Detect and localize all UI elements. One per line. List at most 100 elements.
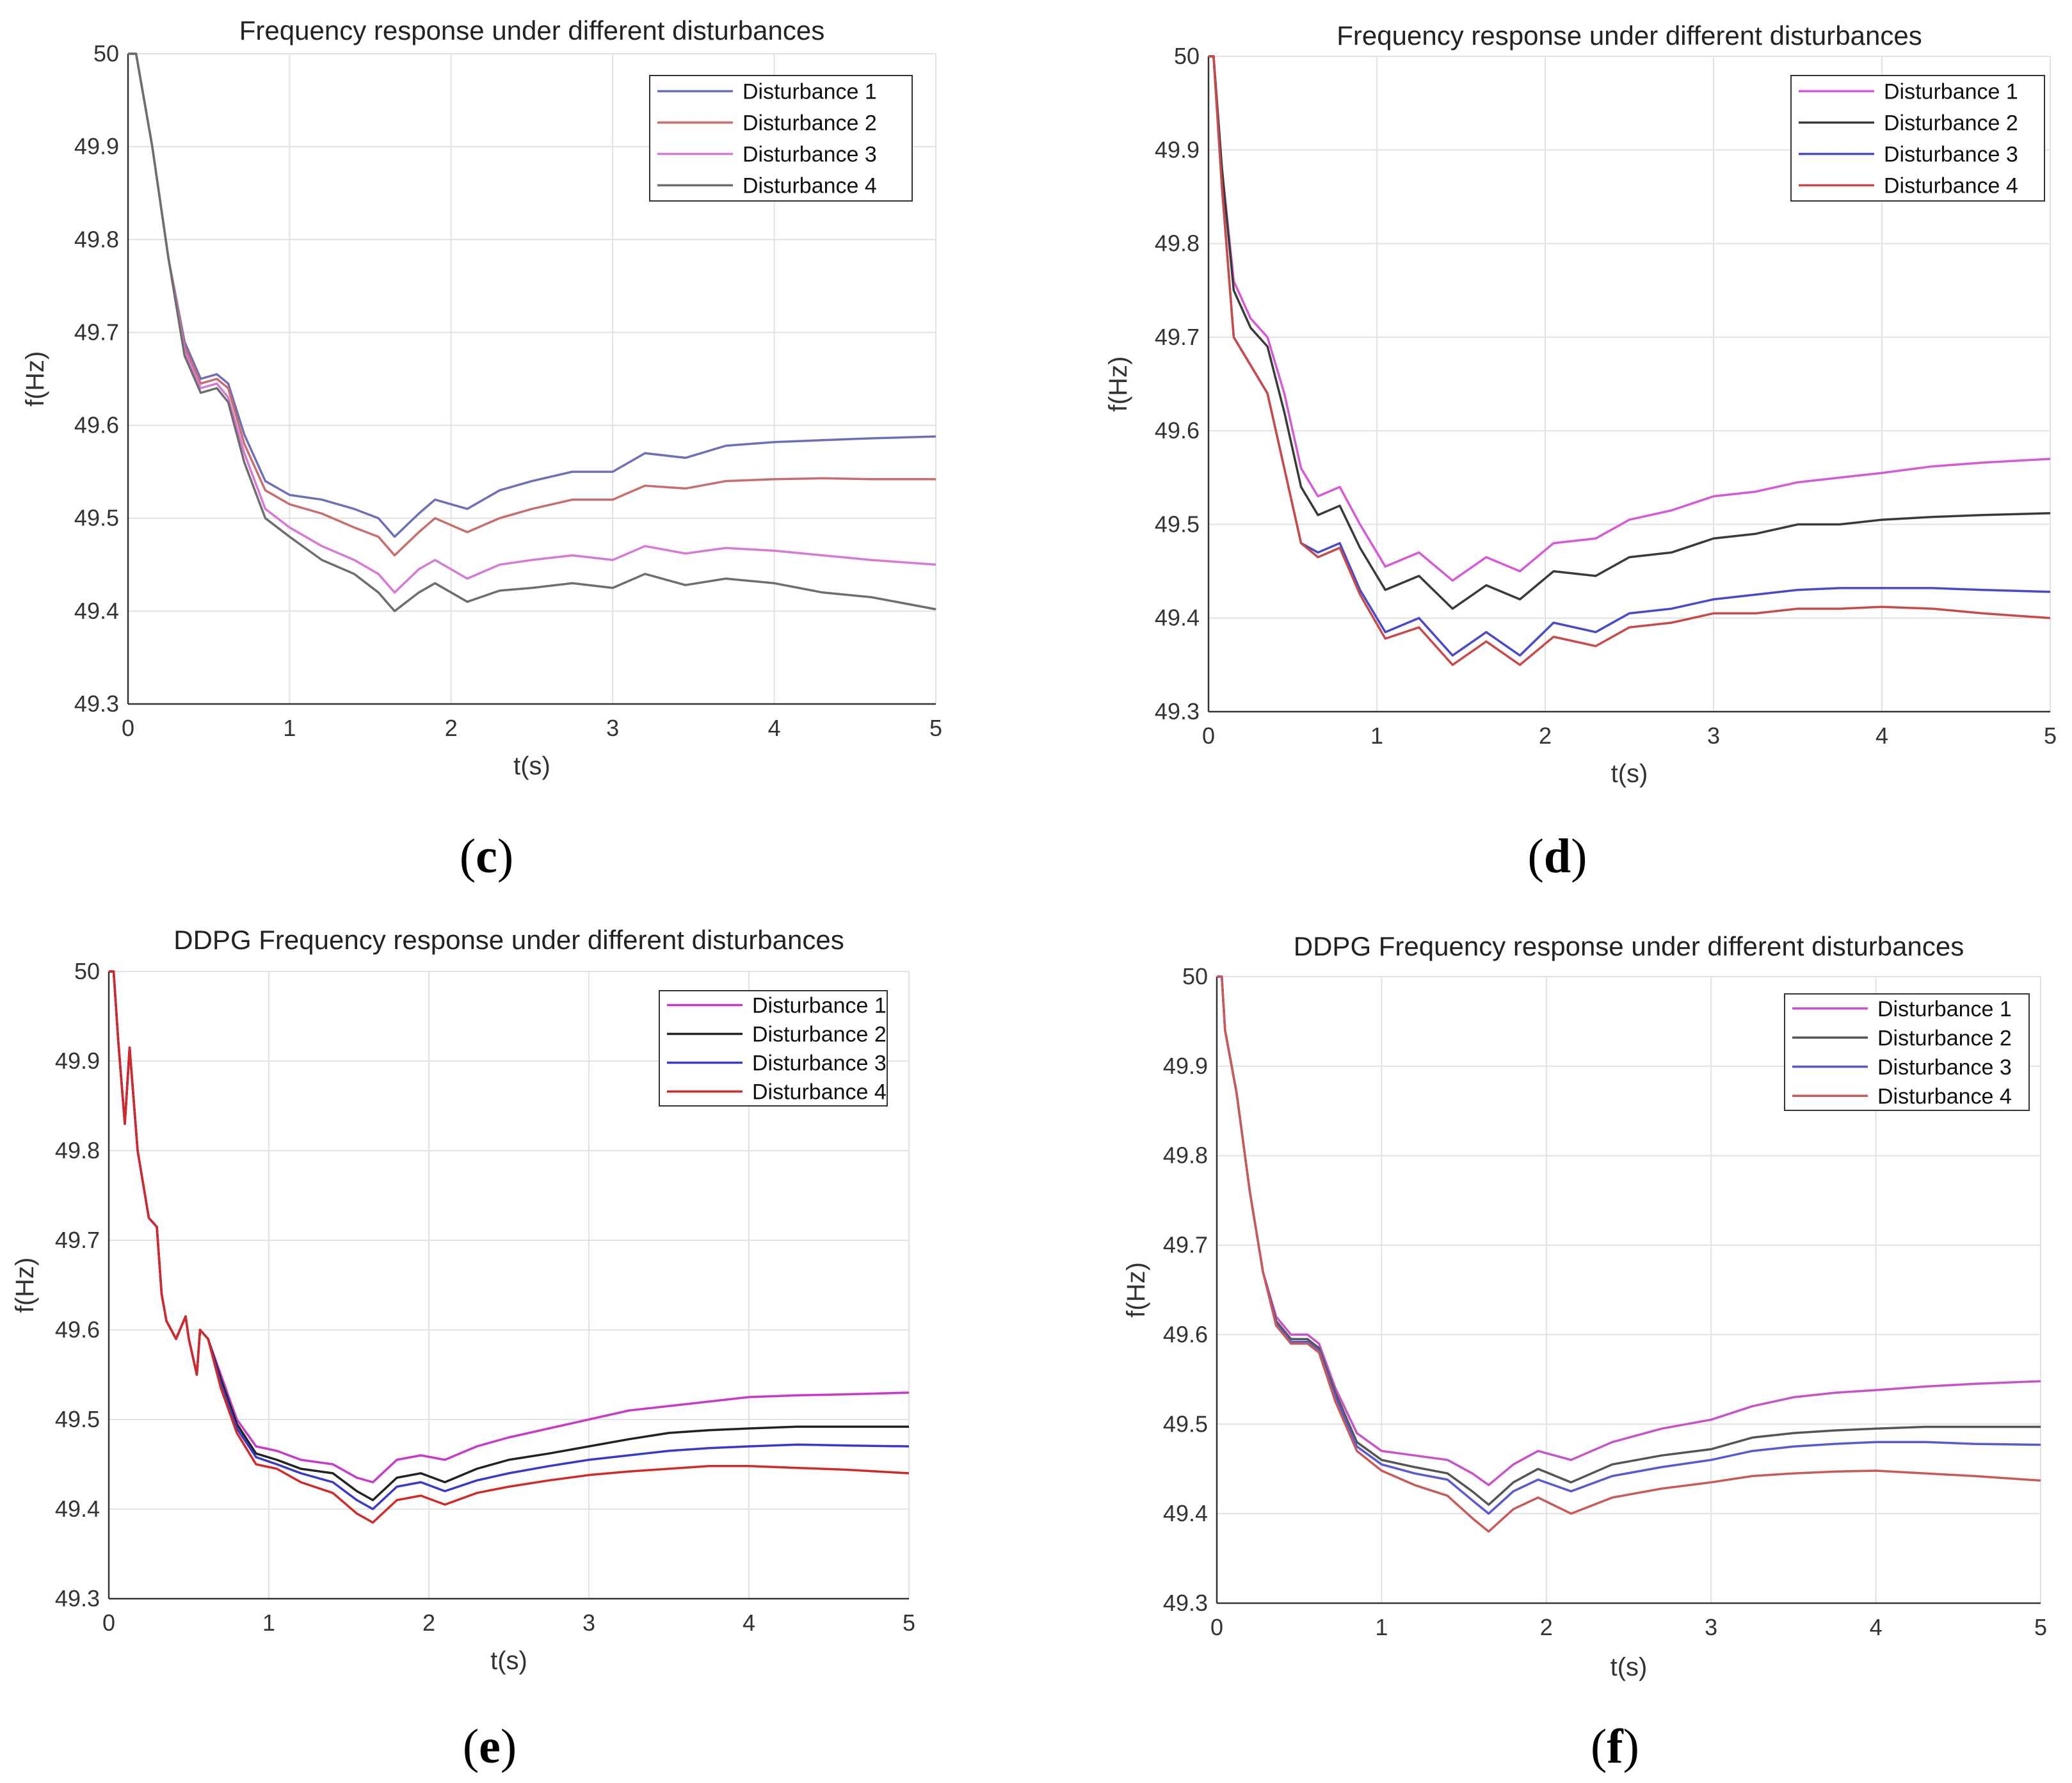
x-tick-label: 2 (1540, 1614, 1553, 1640)
x-tick-label: 4 (768, 715, 781, 741)
x-tick-label: 3 (606, 715, 619, 741)
legend-entry-3: Disturbance 3 (752, 1051, 887, 1076)
chart-title: Frequency response under different distu… (239, 15, 824, 45)
y-tick-label: 49.8 (1155, 230, 1200, 257)
x-tick-label: 1 (1370, 723, 1383, 749)
x-tick-label: 4 (1875, 723, 1888, 749)
x-tick-label: 5 (2044, 723, 2057, 749)
series-line-3 (128, 52, 936, 594)
chart-title: Frequency response under different distu… (1337, 20, 1922, 51)
y-tick-label: 49.6 (1163, 1321, 1208, 1347)
series-line-2 (1209, 55, 2051, 610)
y-tick-label: 49.9 (74, 133, 119, 159)
legend-entry-4: Disturbance 4 (1884, 174, 2018, 198)
x-tick-label: 4 (743, 1610, 755, 1636)
y-tick-label: 49.3 (55, 1585, 100, 1611)
legend-entry-4: Disturbance 4 (752, 1080, 887, 1105)
y-tick-label: 49.5 (55, 1406, 100, 1432)
chart-panel-c: 0 1 2 3 4 5 49.3 49.4 49.5 49.6 49.7 49.8 49.9 50 Freq… (0, 0, 1036, 892)
legend-entry-2: Disturbance 2 (752, 1023, 887, 1047)
x-tick-label: 0 (122, 715, 134, 741)
x-tick-label: 2 (422, 1610, 435, 1636)
y-tick-label: 49.9 (1155, 136, 1200, 163)
line-chart-d: 0 1 2 3 4 5 49.3 49.4 49.5 49.6 49.7 49.8 49.9 50 Freq… (1104, 20, 2057, 788)
x-axis-label: t(s) (513, 752, 550, 780)
legend-entry-3: Disturbance 3 (1884, 143, 2018, 167)
line-chart-e: 0 1 2 3 4 5 49.3 49.4 49.5 49.6 49.7 49.8 49.9 50 DDPG… (11, 925, 915, 1675)
series-line-4 (1209, 55, 2051, 666)
y-tick-label: 49.8 (74, 226, 119, 252)
legend-entry-2: Disturbance 2 (1884, 111, 2018, 136)
x-tick-label: 4 (1870, 1614, 1883, 1640)
legend-entry-3: Disturbance 3 (743, 143, 877, 167)
y-tick-label: 49.3 (74, 691, 119, 717)
x-tick-label: 3 (1705, 1614, 1717, 1640)
line-chart-f: 0 1 2 3 4 5 49.3 49.4 49.5 49.6 49.7 49.8 49.9 50 DDPG… (1122, 931, 2047, 1681)
panel-label-d: (d) (1527, 829, 1587, 883)
x-tick-label: 1 (1375, 1614, 1388, 1640)
x-tick-label: 5 (2034, 1614, 2047, 1640)
legend-entry-1: Disturbance 1 (1884, 80, 2018, 104)
x-tick-label: 1 (262, 1610, 275, 1636)
y-tick-label: 50 (1174, 43, 1200, 69)
legend-box (659, 990, 888, 1107)
y-axis-label: f(Hz) (11, 1258, 39, 1313)
x-tick-label: 0 (1202, 723, 1215, 749)
line-chart-c: 0 1 2 3 4 5 49.3 49.4 49.5 49.6 49.7 49.8 49.9 50 Freq… (21, 15, 942, 780)
x-tick-label: 2 (445, 715, 458, 741)
x-tick-label: 3 (582, 1610, 595, 1636)
x-axis-label: t(s) (1610, 1653, 1648, 1681)
y-tick-label: 49.8 (1163, 1142, 1208, 1169)
legend-entry-1: Disturbance 1 (743, 80, 877, 104)
y-tick-label: 49.9 (55, 1048, 100, 1074)
y-tick-label: 50 (1182, 963, 1208, 989)
series-line-2 (128, 52, 936, 557)
legend-entry-4: Disturbance 4 (743, 174, 877, 198)
panel-label-c: (c) (459, 829, 514, 883)
y-tick-label: 49.4 (55, 1496, 100, 1522)
y-tick-label: 50 (93, 40, 119, 67)
chart-title: DDPG Frequency response under different … (1294, 931, 1964, 961)
legend-entry-2: Disturbance 2 (1877, 1026, 2012, 1050)
x-tick-label: 5 (929, 715, 942, 741)
y-tick-label: 49.3 (1163, 1590, 1208, 1616)
y-tick-label: 49.6 (1155, 417, 1200, 444)
x-tick-label: 2 (1539, 723, 1552, 749)
x-axis-label: t(s) (1611, 760, 1648, 788)
y-tick-label: 50 (74, 958, 100, 984)
y-tick-label: 49.7 (55, 1227, 100, 1253)
y-tick-label: 49.7 (74, 319, 119, 345)
y-tick-label: 49.8 (55, 1137, 100, 1163)
y-tick-label: 49.4 (1155, 605, 1200, 631)
y-tick-label: 49.9 (1163, 1053, 1208, 1079)
x-tick-label: 3 (1707, 723, 1720, 749)
legend-box (649, 75, 913, 202)
y-tick-label: 49.6 (55, 1316, 100, 1343)
y-tick-label: 49.4 (1163, 1500, 1208, 1526)
legend-entry-3: Disturbance 3 (1877, 1055, 2012, 1080)
x-tick-label: 5 (903, 1610, 915, 1636)
y-tick-label: 49.5 (74, 505, 119, 531)
y-tick-label: 49.7 (1163, 1232, 1208, 1258)
y-axis-label: f(Hz) (1104, 356, 1132, 412)
legend-box (1784, 993, 2030, 1111)
legend-entry-1: Disturbance 1 (1877, 997, 2012, 1021)
x-axis-label: t(s) (490, 1647, 527, 1675)
y-axis-label: f(Hz) (21, 351, 49, 407)
series-line-1 (1209, 55, 2051, 582)
y-tick-label: 49.5 (1155, 511, 1200, 537)
panel-label-f: (f) (1591, 1720, 1639, 1773)
chart-panel-f: 0 1 2 3 4 5 49.3 49.4 49.5 49.6 49.7 49.8 49.9 50 DDPG… (1036, 892, 2072, 1783)
series-line-4 (128, 52, 936, 612)
chart-panel-e: 0 1 2 3 4 5 49.3 49.4 49.5 49.6 49.7 49.8 49.9 50 DDPG… (0, 892, 1036, 1783)
y-tick-label: 49.4 (74, 598, 119, 624)
y-tick-label: 49.3 (1155, 698, 1200, 724)
y-axis-label: f(Hz) (1122, 1262, 1150, 1318)
legend-box (1790, 75, 2045, 202)
legend-entry-4: Disturbance 4 (1877, 1084, 2012, 1108)
y-tick-label: 49.5 (1163, 1411, 1208, 1437)
series-line-4 (1217, 975, 2041, 1533)
legend-entry-2: Disturbance 2 (743, 111, 877, 136)
y-tick-label: 49.6 (74, 412, 119, 438)
series-line-1 (128, 52, 936, 538)
